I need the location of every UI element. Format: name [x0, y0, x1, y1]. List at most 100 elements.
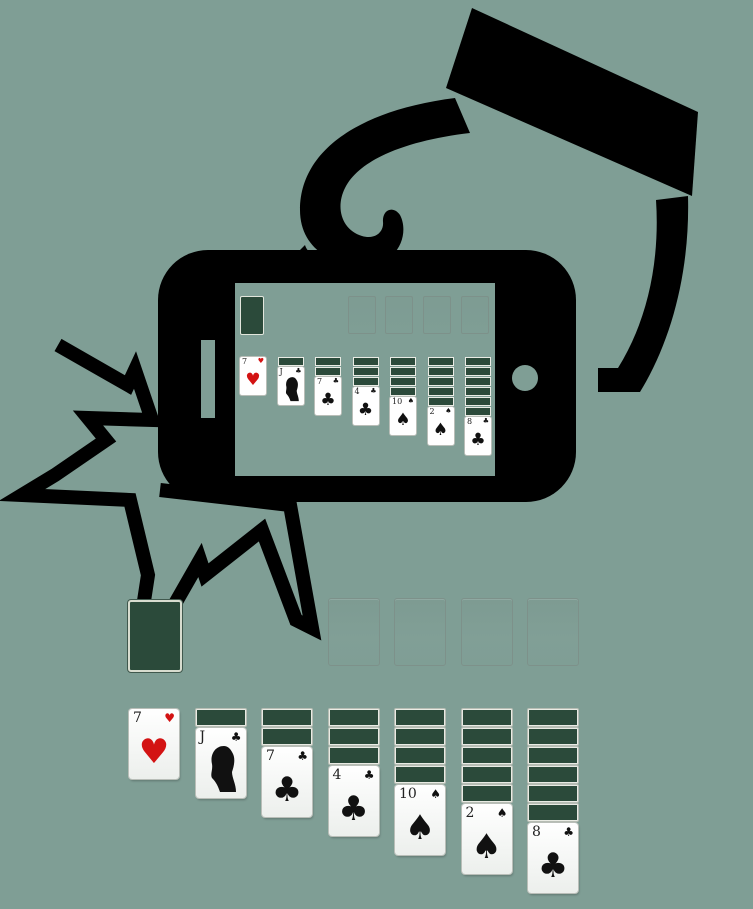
burst-icon [0, 338, 322, 652]
card-suit-small: ♠ [496, 806, 508, 820]
face-up-card[interactable]: 2 ♠ ♠ [461, 804, 512, 874]
mini-tableau-column-2[interactable]: J ♣ [277, 357, 304, 405]
tableau-column-1[interactable]: 7 ♥ ♥ [129, 709, 179, 779]
tableau-column-6[interactable]: 2 ♠ ♠ [461, 709, 512, 874]
face-down-card [461, 728, 512, 745]
mini-stock-pile [240, 296, 264, 335]
tableau-column-4[interactable]: 4 ♣ ♣ [328, 709, 379, 836]
mini-tableau-column-4[interactable]: 4 ♣ ♣ [352, 357, 379, 425]
tableau-column-7[interactable]: 8 ♣ ♣ [528, 709, 578, 893]
mini-face-down-card [352, 367, 379, 376]
foundation-slot-4[interactable] [527, 598, 579, 666]
card-suit-large: ♣ [537, 846, 569, 886]
jack-portrait-icon [210, 746, 236, 792]
stock-pile[interactable] [128, 600, 182, 672]
card-rank: J [199, 729, 206, 745]
card-suit-large: ♠ [404, 808, 436, 848]
card-rank: 8 [532, 824, 541, 840]
mini-foundation-slot [461, 296, 489, 334]
mini-face-down-card [465, 357, 491, 366]
face-down-card [395, 709, 445, 726]
mini-face-down-card [352, 377, 379, 386]
card-rank: 10 [399, 786, 417, 802]
face-down-card [328, 747, 379, 764]
face-down-card [528, 785, 578, 802]
mini-tableau-column-5[interactable]: 10 ♠ ♠ [390, 357, 416, 435]
card-suit-small: ♣ [332, 377, 339, 385]
mini-tableau-column-3[interactable]: 7 ♣ ♣ [315, 357, 341, 415]
mini-foundation-slot [385, 296, 413, 334]
card-suit-small: ♣ [295, 367, 302, 375]
card-rank: 4 [354, 387, 360, 396]
card-rank: 7 [317, 377, 323, 386]
mini-face-down-card [427, 377, 454, 386]
foundation-slot-2[interactable] [394, 598, 446, 666]
card-rank: J [279, 367, 283, 376]
card-suit-large: ♣ [320, 390, 336, 410]
face-up-card[interactable]: 7 ♥ ♥ [129, 709, 179, 779]
card-rank: 2 [465, 805, 475, 821]
card-suit-small: ♣ [370, 387, 377, 395]
face-down-card [395, 747, 445, 764]
mini-face-down-card [427, 387, 454, 396]
mini-face-down-card [465, 367, 491, 376]
card-suit-large: ♣ [470, 430, 486, 450]
card-suit-large: ♥ [138, 732, 170, 772]
mini-tableau-column-1[interactable]: 7 ♥ ♥ [240, 357, 266, 395]
face-up-card[interactable]: 10 ♠ ♠ [395, 785, 445, 855]
mini-face-up-card[interactable]: 4 ♣ ♣ [352, 387, 379, 425]
card-suit-large: ♠ [432, 420, 449, 440]
mini-face-down-card [277, 357, 304, 366]
tableau-column-5[interactable]: 10 ♠ ♠ [395, 709, 445, 855]
mini-face-down-card [427, 397, 454, 406]
card-suit-small: ♣ [563, 825, 574, 839]
mini-face-up-card[interactable]: 2 ♠ ♠ [427, 407, 454, 445]
mini-foundation-slot [348, 296, 376, 334]
foundation-slot-1[interactable] [328, 598, 380, 666]
mini-face-down-card [465, 377, 491, 386]
face-up-card[interactable]: 8 ♣ ♣ [528, 823, 578, 893]
mini-face-up-card[interactable]: 7 ♥ ♥ [240, 357, 266, 395]
mini-tableau-column-6[interactable]: 2 ♠ ♠ [427, 357, 454, 445]
face-down-card [262, 728, 312, 745]
face-down-card [528, 728, 578, 745]
mini-face-down-card [315, 367, 341, 376]
face-down-card [461, 785, 512, 802]
face-down-card [395, 728, 445, 745]
face-down-card [528, 747, 578, 764]
card-suit-small: ♠ [445, 407, 452, 415]
card-rank: 4 [332, 767, 342, 783]
mini-face-up-card[interactable]: 8 ♣ ♣ [465, 417, 491, 455]
mini-foundation-slot [423, 296, 451, 334]
mini-tableau-column-7[interactable]: 8 ♣ ♣ [465, 357, 491, 455]
card-rank: 7 [133, 710, 142, 726]
card-rank: 7 [266, 748, 275, 764]
card-suit-small: ♥ [164, 711, 175, 725]
face-up-card[interactable]: J ♣ [195, 728, 246, 798]
card-suit-large: ♠ [395, 410, 411, 430]
face-down-card [195, 709, 246, 726]
face-down-card [461, 709, 512, 726]
face-down-card [461, 747, 512, 764]
mini-face-up-card[interactable]: 10 ♠ ♠ [390, 397, 416, 435]
face-down-card [461, 766, 512, 783]
mini-face-down-card [390, 377, 416, 386]
card-suit-large: ♣ [338, 789, 369, 829]
face-up-card[interactable]: 7 ♣ ♣ [262, 747, 312, 817]
card-suit-small: ♠ [407, 397, 414, 405]
card-rank: 8 [467, 417, 473, 426]
card-suit-large: ♠ [471, 827, 502, 867]
face-down-card [528, 804, 578, 821]
foundation-slot-3[interactable] [461, 598, 513, 666]
card-rank: 7 [242, 357, 248, 366]
tableau-column-2[interactable]: J ♣ [195, 709, 246, 798]
tableau-column-3[interactable]: 7 ♣ ♣ [262, 709, 312, 817]
face-up-card[interactable]: 4 ♣ ♣ [328, 766, 379, 836]
card-suit-small: ♣ [363, 768, 375, 782]
face-down-card [262, 709, 312, 726]
mini-face-up-card[interactable]: 7 ♣ ♣ [315, 377, 341, 415]
card-suit-large: ♣ [357, 400, 374, 420]
card-suit-small: ♣ [482, 417, 489, 425]
mini-face-up-card[interactable]: J ♣ [277, 367, 304, 405]
